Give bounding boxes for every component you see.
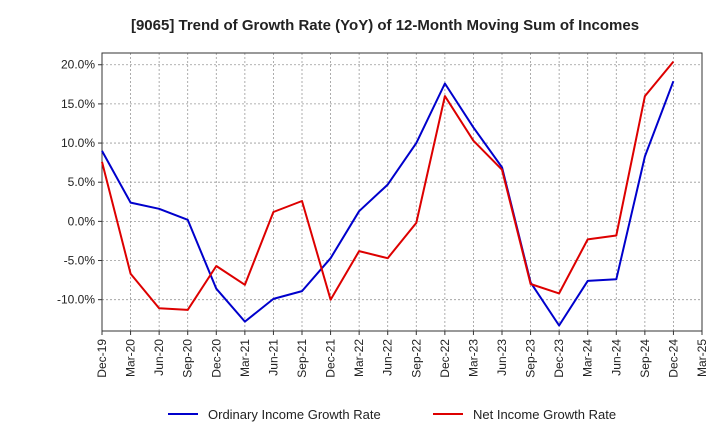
x-tick-label: Sep-24 <box>638 339 652 378</box>
legend: Ordinary Income Growth Rate Net Income Gr… <box>168 407 616 422</box>
x-tick-label: Mar-23 <box>466 339 480 377</box>
x-tick-label: Mar-24 <box>581 339 595 377</box>
x-tick-label: Sep-23 <box>524 339 538 378</box>
x-tick-label: Jun-22 <box>381 339 395 376</box>
x-tick-label: Dec-19 <box>95 339 109 378</box>
y-tick-label: 10.0% <box>61 136 95 150</box>
y-tick-label: 0.0% <box>68 214 96 228</box>
x-tick-label: Sep-21 <box>295 339 309 378</box>
plot-frame <box>101 52 703 332</box>
y-tick-label: -5.0% <box>64 254 96 268</box>
legend-label: Ordinary Income Growth Rate <box>208 407 381 422</box>
x-tick-label: Dec-20 <box>209 339 223 378</box>
x-tick-label: Mar-20 <box>124 339 138 377</box>
x-tick-label: Dec-23 <box>552 339 566 378</box>
legend-label: Net Income Growth Rate <box>473 407 616 422</box>
y-tick-label: 5.0% <box>68 175 96 189</box>
x-tick-label: Mar-21 <box>238 339 252 377</box>
x-tick-label: Mar-22 <box>352 339 366 377</box>
legend-item: Net Income Growth Rate <box>433 407 616 422</box>
legend-item: Ordinary Income Growth Rate <box>168 407 381 422</box>
series-line-net-income <box>101 60 675 311</box>
chart-title: [9065] Trend of Growth Rate (YoY) of 12-… <box>131 17 639 34</box>
x-tick-label: Sep-22 <box>409 339 423 378</box>
x-tick-label: Dec-24 <box>666 339 680 378</box>
x-tick-label: Jun-20 <box>152 339 166 376</box>
x-tick-label: Jun-21 <box>266 339 280 376</box>
x-tick-label: Sep-20 <box>181 339 195 378</box>
y-tick-label: 15.0% <box>61 97 95 111</box>
y-tick-label: -10.0% <box>57 293 95 307</box>
x-tick-label: Dec-21 <box>324 339 338 378</box>
y-tick-label: 20.0% <box>61 58 95 72</box>
plot-area: -10.0% -5.0% 0.0% 5.0% 10.0% 15.0% 20.0% Dec-19… <box>57 52 709 378</box>
series-line-ordinary-income <box>101 80 675 327</box>
x-tick-label: Jun-24 <box>609 339 623 376</box>
x-tick-label: Dec-22 <box>438 339 452 378</box>
x-tick-label: Jun-23 <box>495 339 509 376</box>
x-tick-label: Mar-25 <box>695 339 709 377</box>
